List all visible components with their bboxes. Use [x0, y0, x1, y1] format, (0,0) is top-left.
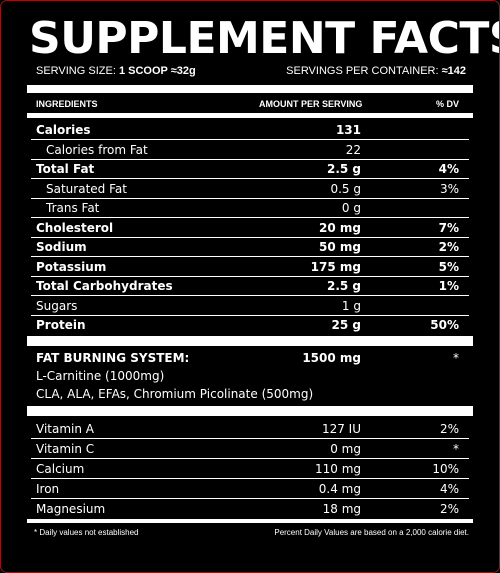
vitamin-name: Vitamin A: [36, 422, 94, 436]
servings-per-container: SERVINGS PER CONTAINER: ≈142: [286, 65, 466, 77]
vitamin-name: Vitamin C: [36, 442, 95, 456]
header-ingredients: INGREDIENTS: [36, 99, 98, 109]
fat-burning-line-1: L-Carnitine (1000mg): [36, 369, 165, 383]
nutrient-dv: 7%: [438, 221, 459, 235]
divider-bar: [27, 519, 473, 523]
nutrient-row-saturated-fat: Saturated Fat 0.5 g 3%: [31, 179, 469, 198]
divider: [31, 237, 469, 238]
nutrient-dv: 3%: [439, 182, 459, 196]
nutrient-row-calories: Calories 131: [31, 120, 469, 139]
divider: [31, 217, 469, 218]
nutrient-name: Calories from Fat: [46, 143, 148, 157]
divider: [31, 139, 469, 140]
nutrient-amount: 20 mg: [319, 221, 361, 235]
divider: [31, 256, 469, 257]
nutrient-name: Potassium: [36, 260, 107, 274]
vitamin-row-magnesium: Magnesium 18 mg 2%: [31, 499, 469, 518]
nutrient-name: Sodium: [36, 240, 87, 254]
vitamin-amount: 0.4 mg: [318, 482, 361, 496]
nutrient-name: Total Fat: [36, 162, 95, 176]
divider: [31, 276, 469, 277]
header-amount: AMOUNT PER SERVING: [259, 99, 363, 109]
nutrient-dv: 50%: [430, 318, 459, 332]
divider: [31, 498, 469, 499]
nutrient-amount: 2.5 g: [326, 162, 361, 176]
nutrient-row-potassium: Potassium 175 mg 5%: [31, 257, 469, 276]
nutrient-name: Sugars: [36, 299, 78, 313]
nutrient-row-calories-from-fat: Calories from Fat 22: [31, 140, 469, 159]
vitamin-dv: *: [453, 442, 459, 456]
divider: [31, 478, 469, 479]
nutrient-amount: 131: [335, 123, 361, 137]
nutrient-name: Protein: [36, 318, 86, 332]
fat-burning-amount: 1500 mg: [302, 351, 361, 365]
divider-bar: [27, 113, 473, 118]
divider-bar: [27, 85, 473, 93]
fat-burning-line-2: CLA, ALA, EFAs, Chromium Picolinate (500…: [36, 387, 314, 401]
nutrient-amount: 0 g: [341, 201, 361, 215]
nutrient-name: Saturated Fat: [46, 182, 127, 196]
vitamin-row-vitamin-c: Vitamin C 0 mg *: [31, 439, 469, 458]
divider-bar: [27, 406, 473, 416]
divider: [31, 178, 469, 179]
nutrient-row-total-fat: Total Fat 2.5 g 4%: [31, 159, 469, 178]
nutrient-amount: 22: [345, 143, 361, 157]
vitamin-amount: 18 mg: [322, 502, 361, 516]
vitamin-dv: 2%: [439, 502, 459, 516]
nutrient-row-protein: Protein 25 g 50%: [31, 315, 469, 334]
vitamin-dv: 2%: [439, 422, 459, 436]
nutrient-amount: 25 g: [331, 318, 361, 332]
servings-per-container-label: SERVINGS PER CONTAINER:: [286, 65, 439, 77]
divider: [31, 438, 469, 439]
nutrient-name: Trans Fat: [46, 201, 100, 215]
serving-size-value: 1 SCOOP ≈32g: [118, 65, 196, 77]
vitamin-row-calcium: Calcium 110 mg 10%: [31, 459, 469, 478]
nutrient-name: Calories: [36, 123, 91, 137]
divider: [31, 295, 469, 296]
vitamin-amount: 127 IU: [321, 422, 361, 436]
fat-burning-title: FAT BURNING SYSTEM:: [36, 351, 190, 365]
divider: [31, 458, 469, 459]
nutrient-amount: 0.5 g: [330, 182, 361, 196]
vitamin-dv: 10%: [432, 462, 459, 476]
nutrient-amount: 175 mg: [310, 260, 361, 274]
nutrient-name: Cholesterol: [36, 221, 114, 235]
vitamin-amount: 0 mg: [330, 442, 361, 456]
nutrient-amount: 50 mg: [319, 240, 361, 254]
fat-burning-dv: *: [453, 351, 459, 365]
vitamin-name: Calcium: [36, 462, 85, 476]
vitamin-name: Magnesium: [36, 502, 106, 516]
nutrient-amount: 1 g: [341, 299, 361, 313]
footnote-calorie-diet: Percent Daily Values are based on a 2,00…: [274, 528, 469, 537]
servings-per-container-value: ≈142: [441, 65, 466, 77]
divider: [31, 315, 469, 316]
vitamin-dv: 4%: [439, 482, 459, 496]
nutrient-row-sugars: Sugars 1 g: [31, 296, 469, 315]
nutrient-amount: 2.5 g: [326, 279, 361, 293]
nutrient-dv: 1%: [438, 279, 459, 293]
serving-info: SERVING SIZE: 1 SCOOP ≈32g SERVINGS PER …: [36, 65, 466, 81]
vitamin-row-iron: Iron 0.4 mg 4%: [31, 479, 469, 498]
serving-size: SERVING SIZE: 1 SCOOP ≈32g: [36, 65, 196, 77]
serving-size-label: SERVING SIZE:: [36, 65, 116, 77]
vitamin-name: Iron: [36, 482, 60, 496]
vitamin-amount: 110 mg: [314, 462, 361, 476]
nutrient-dv: 5%: [438, 260, 459, 274]
vitamin-row-vitamin-a: Vitamin A 127 IU 2%: [31, 419, 469, 438]
header-dv: % DV: [435, 99, 459, 109]
nutrient-row-total-carbohydrates: Total Carbohydrates 2.5 g 1%: [31, 276, 469, 295]
fat-burning-system: FAT BURNING SYSTEM: 1500 mg * L-Carnitin…: [36, 351, 464, 405]
nutrient-dv: 4%: [438, 162, 459, 176]
nutrient-row-sodium: Sodium 50 mg 2%: [31, 237, 469, 256]
footnote-daily-values: * Daily values not established: [34, 528, 139, 537]
nutrient-name: Total Carbohydrates: [36, 279, 173, 293]
nutrient-dv: 2%: [438, 240, 459, 254]
divider: [31, 198, 469, 199]
divider: [31, 159, 469, 160]
nutrient-row-cholesterol: Cholesterol 20 mg 7%: [31, 218, 469, 237]
nutrient-row-trans-fat: Trans Fat 0 g: [31, 198, 469, 217]
divider-bar: [27, 336, 473, 346]
page-title: SUPPLEMENT FACTS: [29, 13, 500, 64]
